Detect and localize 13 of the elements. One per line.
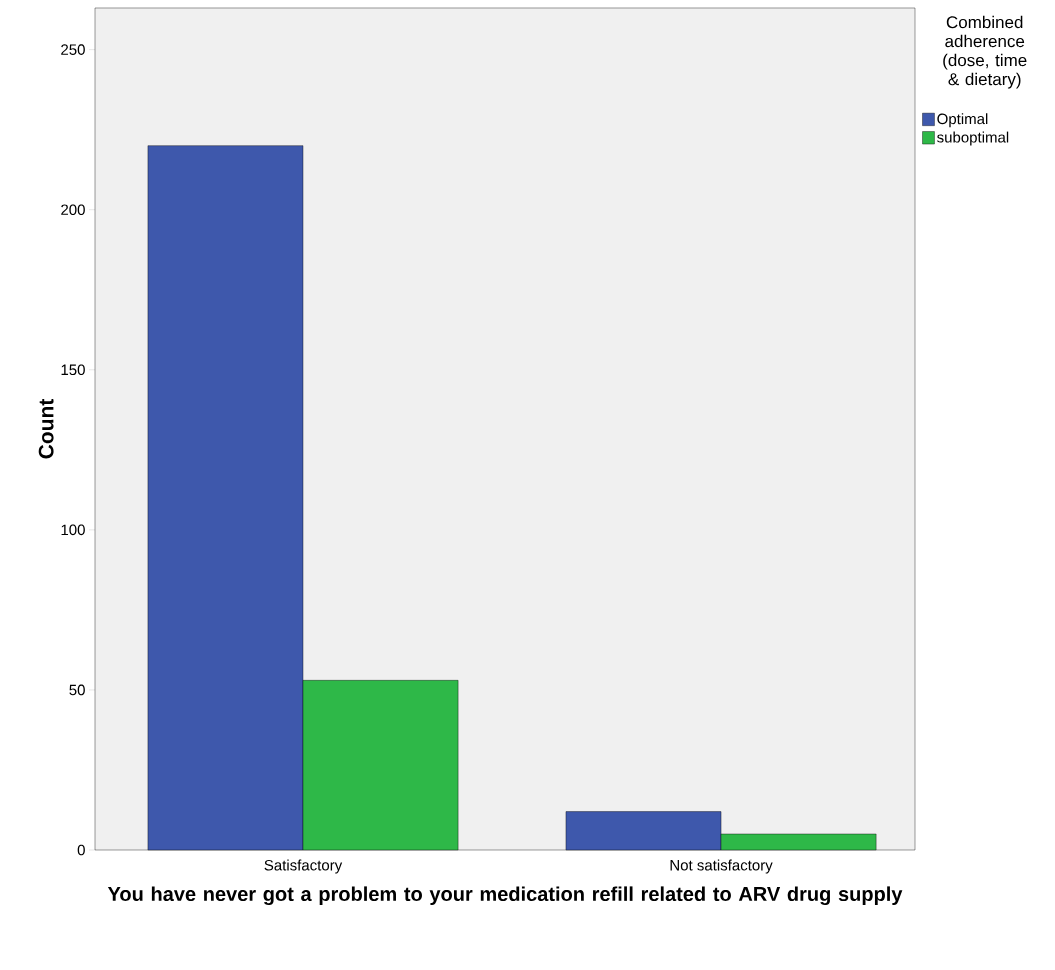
x-tick-label: Satisfactory	[264, 859, 343, 874]
y-tick-label: 100	[61, 524, 85, 536]
legend-title: Combined adherence (dose, time & dietary)	[943, 15, 1027, 89]
y-tick-label: 200	[61, 204, 85, 215]
y-tick-label: 50	[69, 684, 85, 696]
x-axis-title: You have never got a problem to your medication refill related to ARV drug supply	[107, 886, 903, 906]
y-tick-label: 250	[61, 44, 85, 55]
y-axis-title: Count	[38, 398, 54, 459]
legend-label: suboptimal	[937, 131, 1009, 146]
x-tick-label: Not satisfactory	[670, 859, 773, 874]
y-tick-label: 0	[77, 844, 85, 856]
legend-label: Optimal	[937, 113, 988, 128]
y-tick-label: 150	[61, 364, 85, 376]
